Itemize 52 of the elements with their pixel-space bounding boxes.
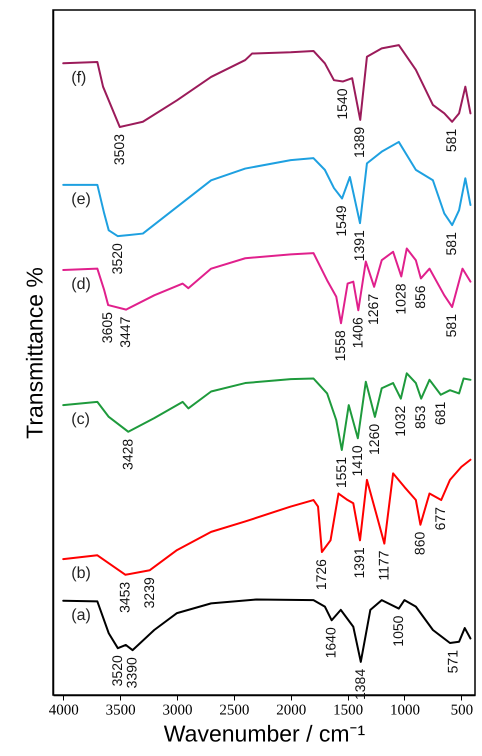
annotation: 3520	[108, 655, 125, 686]
annotation: 1389	[351, 126, 368, 158]
annotation: 581	[443, 128, 460, 152]
x-axis-title: Wavenumber / cm⁻¹	[164, 720, 366, 746]
annotation: 681	[432, 402, 448, 426]
annotation: 1640	[322, 627, 339, 658]
annotation: 1410	[348, 445, 365, 476]
annotation: 1406	[349, 317, 366, 348]
annotation: 3390	[124, 656, 140, 688]
annotation: 3605	[99, 312, 116, 344]
series-label: (e)	[71, 190, 91, 208]
annotation: 3239	[140, 577, 157, 608]
x-tick-label: 2500	[219, 702, 250, 718]
annotation: 853	[412, 405, 428, 430]
annotation: 1391	[351, 230, 367, 262]
annotation: 1384	[352, 668, 368, 700]
annotation: 581	[443, 232, 460, 256]
annotation: 3503	[110, 134, 127, 166]
y-axis-title: Transmittance %	[22, 267, 48, 439]
annotation: 1032	[392, 405, 408, 437]
series-label: (f)	[71, 69, 86, 86]
annotation: 3453	[116, 582, 132, 613]
annotation: 1177	[375, 550, 392, 581]
annotation: 1549	[333, 205, 350, 237]
annotation: 1050	[390, 615, 406, 647]
annotation: 3428	[119, 438, 136, 470]
annotation: 1028	[392, 283, 408, 315]
series-label: (b)	[71, 565, 91, 582]
annotation: 1540	[334, 88, 350, 120]
x-tick-label: 1500	[333, 702, 364, 718]
x-tick-label: 1000	[390, 702, 420, 718]
annotation: 581	[443, 314, 460, 338]
series-label: (d)	[71, 276, 91, 293]
x-tick-label: 500	[450, 702, 474, 718]
annotation: 3520	[108, 242, 125, 274]
series-label: (c)	[71, 411, 90, 428]
x-tick-label: 3000	[162, 702, 192, 718]
annotation: 1267	[365, 294, 382, 326]
annotation: 1551	[332, 456, 349, 488]
annotation: 1726	[312, 558, 329, 590]
annotation: 677	[432, 506, 448, 530]
annotation: 1558	[332, 330, 348, 362]
annotation: 860	[411, 532, 428, 556]
series-label: (a)	[71, 606, 91, 624]
annotation: 1391	[351, 547, 367, 578]
x-tick-label: 3500	[106, 702, 136, 718]
annotation: 571	[444, 650, 460, 674]
x-tick-label: 2000	[276, 702, 306, 718]
annotation: 856	[412, 285, 428, 309]
annotation: 3447	[117, 316, 134, 348]
annotation: 1260	[366, 424, 382, 455]
x-tick-label: 4000	[48, 702, 79, 718]
